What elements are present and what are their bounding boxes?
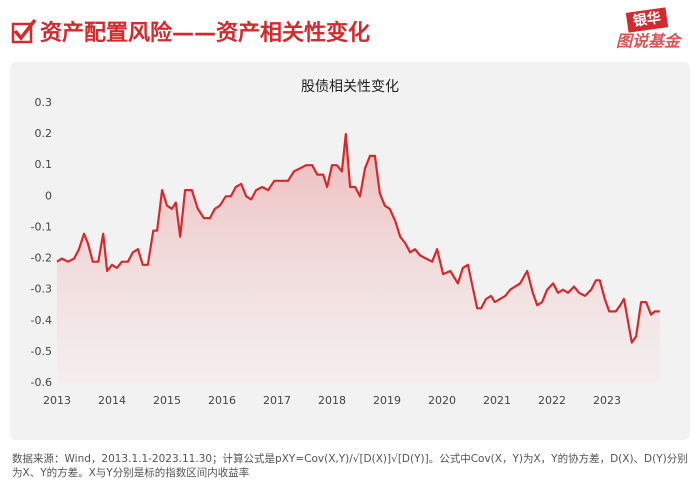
x-tick-label: 2020 (428, 394, 456, 407)
x-tick-label: 2022 (538, 394, 566, 407)
y-tick-label: 0.3 (35, 96, 53, 109)
check-mark (13, 18, 37, 41)
x-tick-label: 2015 (153, 394, 181, 407)
x-tick-label: 2014 (98, 394, 126, 407)
y-tick-label: -0.5 (31, 345, 52, 358)
y-tick-label: 0 (45, 189, 52, 202)
x-tick-label: 2013 (43, 394, 71, 407)
y-tick-label: 0.2 (35, 127, 53, 140)
y-tick-label: -0.3 (31, 283, 52, 296)
chart-title: 股债相关性变化 (301, 79, 399, 95)
y-tick-label: -0.1 (31, 220, 52, 233)
x-tick-label: 2017 (263, 394, 291, 407)
logo-top: 银华 (632, 9, 662, 30)
y-tick-label: 0.1 (35, 158, 53, 171)
x-tick-label: 2016 (208, 394, 236, 407)
logo-box (625, 7, 669, 33)
x-tick-label: 2019 (373, 394, 401, 407)
x-tick-label: 2021 (483, 394, 511, 407)
area (57, 134, 660, 383)
logo-bottom: 图说基金 (616, 32, 683, 51)
check-icon (11, 22, 33, 44)
x-tick-label: 2023 (593, 394, 621, 407)
y-tick-label: -0.4 (31, 314, 52, 327)
page-title: 资产配置风险——资产相关性变化 (40, 20, 370, 46)
y-tick-label: -0.6 (31, 376, 52, 389)
footnote: 数据来源：Wind，2013.1.1-2023.11.30；计算公式是pXY=C… (12, 453, 688, 479)
y-tick-label: -0.2 (31, 252, 52, 265)
x-tick-label: 2018 (318, 394, 346, 407)
line (56, 133, 660, 344)
